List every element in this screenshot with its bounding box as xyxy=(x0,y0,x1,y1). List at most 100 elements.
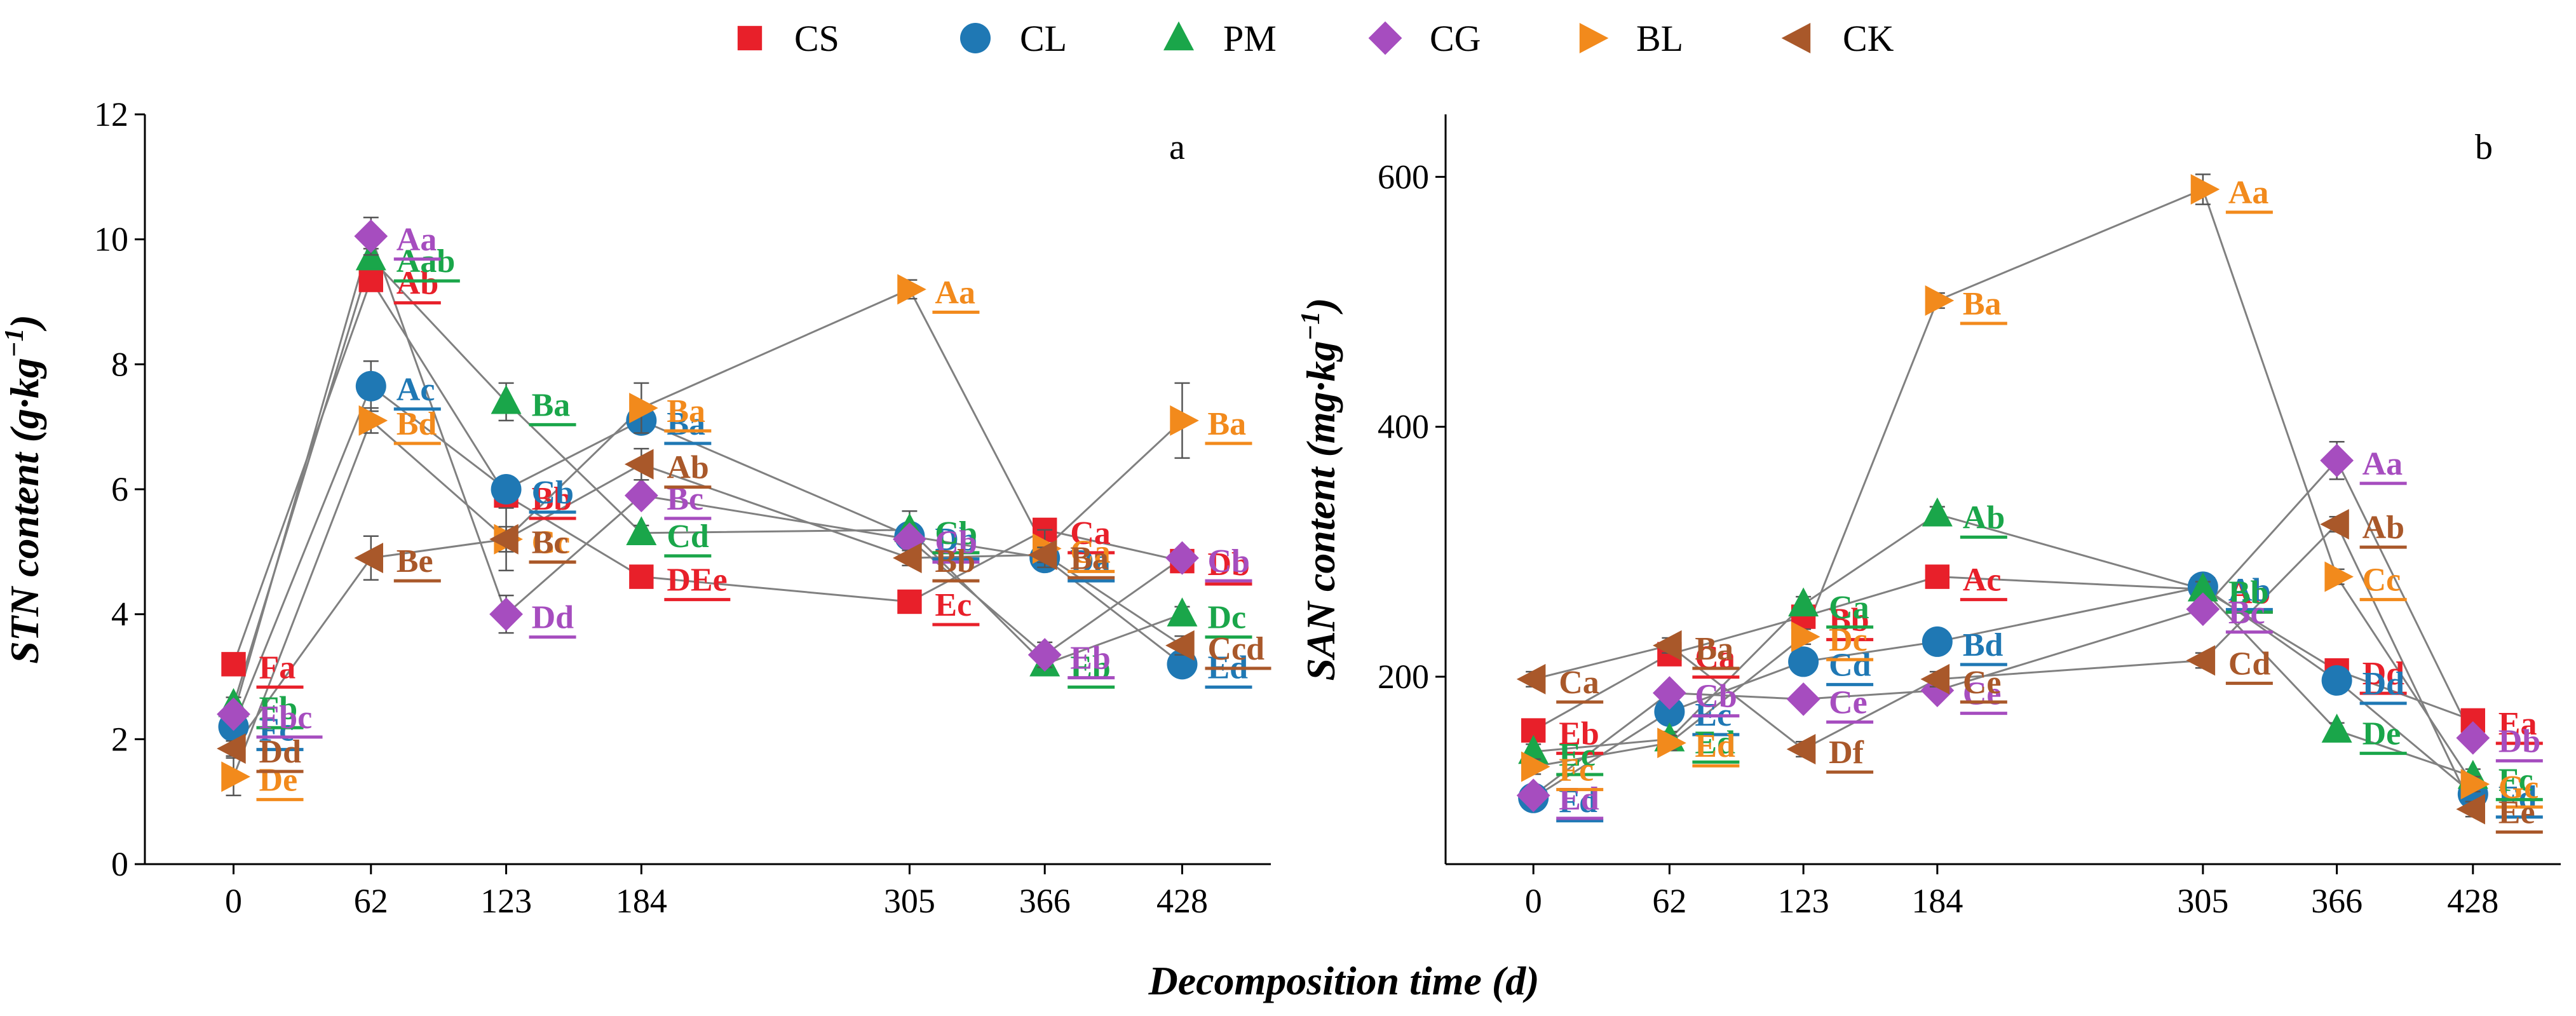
data-point-pm xyxy=(1922,497,1953,527)
data-point-cg xyxy=(893,522,926,557)
x-tick-label: 184 xyxy=(1911,882,1963,920)
panel-a-stn-chart: 0 2 4 6 8 10 12 0 62 123 184 305 366 428 STN content (… xyxy=(0,95,1271,920)
significance-label-cg: Ce xyxy=(1829,684,1868,721)
y-tick-label: 8 xyxy=(111,345,128,383)
data-point-ck xyxy=(217,733,246,764)
x-tick-label: 366 xyxy=(2311,882,2362,920)
significance-label-ck: Ab xyxy=(667,450,708,486)
x-tick-label: 305 xyxy=(884,882,935,920)
significance-label-ck: Dd xyxy=(259,734,302,770)
significance-label-pm: Ed xyxy=(1695,724,1735,761)
data-point-cg xyxy=(1786,682,1820,716)
significance-label-bl: Cc xyxy=(532,525,571,561)
data-point-ck xyxy=(893,543,922,574)
data-point-cs xyxy=(221,652,246,677)
data-point-cg xyxy=(1027,638,1062,672)
data-point-bl xyxy=(2324,561,2354,592)
data-point-ck xyxy=(2186,645,2216,676)
y-tick-label: 4 xyxy=(111,595,128,633)
data-point-pm xyxy=(2321,714,2352,743)
data-point-cg xyxy=(624,478,658,513)
significance-label-bl: Cc xyxy=(2362,562,2401,599)
significance-label-ck: Bc xyxy=(532,525,569,561)
data-point-cs xyxy=(1925,564,1950,589)
legend-marker-cs xyxy=(737,25,763,51)
significance-label-ck: Ee xyxy=(2498,794,2535,830)
significance-label-pm: Fb xyxy=(259,690,298,726)
significance-label-bl: Ba xyxy=(667,393,705,430)
significance-label-pm: De xyxy=(2362,716,2401,752)
legend-marker-cg xyxy=(1368,21,1402,55)
data-point-cl xyxy=(1654,696,1685,728)
x-tick-label: 0 xyxy=(1525,882,1542,920)
significance-label-cs: Dd xyxy=(2362,656,2405,692)
data-point-bl xyxy=(2190,174,2220,205)
data-point-pm xyxy=(1167,597,1198,627)
data-point-cl xyxy=(2321,665,2352,696)
significance-label-cg: Bc xyxy=(2228,595,2265,631)
data-point-ck xyxy=(1786,734,1816,765)
significance-label-pm: Aab xyxy=(397,243,455,280)
significance-label-cl: Ac xyxy=(397,372,435,408)
significance-label-cl: Ba xyxy=(667,406,705,442)
data-point-bl xyxy=(629,393,658,424)
y-axis-title: SAN content (mg·kg−1) xyxy=(1296,298,1343,681)
y-tick-label: 400 xyxy=(1378,408,1429,446)
x-tick-label: 305 xyxy=(2177,882,2228,920)
data-point-ck xyxy=(1920,663,1950,694)
significance-label-pm: Eb xyxy=(1070,649,1111,686)
data-point-ck xyxy=(354,543,383,574)
data-point-pm xyxy=(1788,587,1819,617)
significance-label-pm: Ca xyxy=(1829,590,1869,626)
significance-label-cl: Fc xyxy=(259,712,294,748)
legend-label-cs: CS xyxy=(794,18,839,59)
data-point-bl xyxy=(1657,728,1686,759)
significance-label-pm: Ec xyxy=(1559,737,1596,773)
data-point-pm xyxy=(2187,572,2218,602)
legend-entry-cg: CG xyxy=(1368,18,1481,59)
data-point-bl xyxy=(358,405,388,436)
legend-label-ck: CK xyxy=(1843,18,1894,59)
legend-label-cl: CL xyxy=(1020,18,1067,59)
significance-label-cg: Dd xyxy=(532,600,574,636)
data-point-cg xyxy=(1652,676,1686,710)
significance-label-bl: Aa xyxy=(2228,175,2269,211)
significance-label-bl: Gc xyxy=(2498,769,2539,806)
data-point-cg xyxy=(489,597,523,632)
legend-label-cg: CG xyxy=(1430,18,1481,59)
x-tick-label: 123 xyxy=(480,882,532,920)
significance-label-ck: Ca xyxy=(1559,665,1599,701)
data-point-bl xyxy=(1925,285,1955,316)
significance-label-cg: Ce xyxy=(1963,676,2002,712)
significance-label-pm: Ab xyxy=(1963,499,2005,536)
significance-label-cs: Bb xyxy=(1829,602,1869,639)
significance-label-bl: Bd xyxy=(397,406,437,442)
data-point-cs xyxy=(629,564,654,589)
x-axis-title: Decomposition time (d) xyxy=(1148,958,1539,1003)
legend-entry-cs: CS xyxy=(737,18,839,59)
y-axis-title: STN content (g·kg−1) xyxy=(0,315,47,664)
data-point-bl xyxy=(1170,405,1199,436)
data-point-bl xyxy=(1521,751,1550,782)
significance-label-bl: Ed xyxy=(1695,728,1735,764)
data-point-cg xyxy=(1165,541,1199,575)
x-tick-label: 428 xyxy=(1156,882,1208,920)
significance-label-cg: Fbc xyxy=(259,700,313,736)
legend-marker-bl xyxy=(1579,23,1609,53)
data-point-pm xyxy=(491,384,522,414)
x-tick-label: 366 xyxy=(1019,882,1071,920)
data-point-bl xyxy=(1791,621,1820,653)
significance-label-cs: Ac xyxy=(1963,562,2002,599)
significance-label-bl: Aa xyxy=(935,274,975,311)
data-point-cl xyxy=(1788,646,1819,677)
legend-label-pm: PM xyxy=(1223,18,1277,59)
y-tick-label: 10 xyxy=(94,220,128,259)
data-point-cg xyxy=(354,219,388,254)
x-tick-label: 428 xyxy=(2447,882,2498,920)
significance-label-ck: Cd xyxy=(2228,646,2271,682)
significance-label-cs: DEe xyxy=(667,562,727,599)
significance-label-cg: Cb xyxy=(935,525,977,561)
significance-label-ck: Be xyxy=(397,543,433,579)
significance-label-cg: Db xyxy=(2498,723,2540,759)
y-tick-label: 6 xyxy=(111,470,128,508)
